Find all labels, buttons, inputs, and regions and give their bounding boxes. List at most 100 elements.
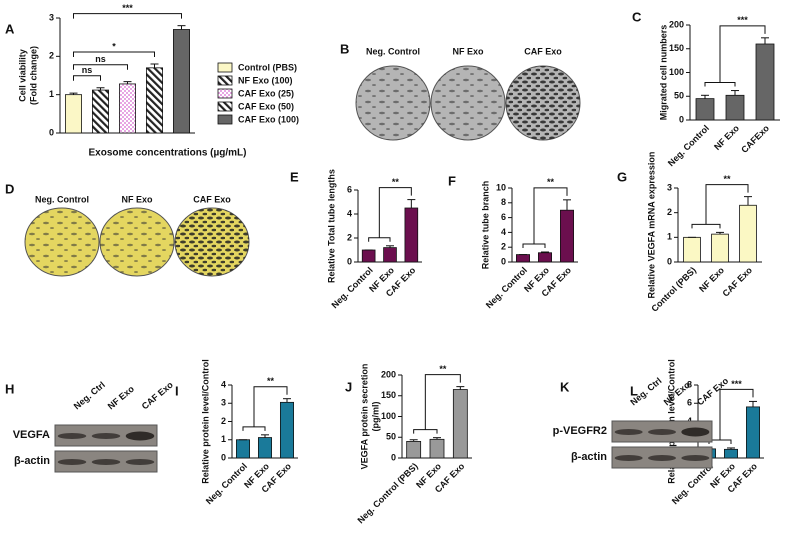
bar bbox=[119, 83, 137, 134]
well-label: NF Exo bbox=[452, 46, 484, 56]
y-tick-label: 0 bbox=[347, 256, 352, 266]
significance: ** bbox=[267, 376, 275, 386]
y-tick-label: 6 bbox=[687, 398, 692, 408]
panel-letter: F bbox=[448, 173, 456, 188]
y-tick-label: 6 bbox=[347, 184, 352, 194]
y-tick-label: 0 bbox=[501, 256, 506, 266]
significance: *** bbox=[731, 379, 742, 389]
bracket bbox=[704, 82, 736, 87]
significance: *** bbox=[122, 3, 133, 13]
x-tick-label: Neg. Control (PBS) bbox=[355, 461, 419, 525]
legend-label: CAF Exo (100) bbox=[238, 114, 299, 124]
y-axis-label: VEGFA protein secretion bbox=[359, 364, 369, 470]
lane-label: Neg. Ctrl bbox=[72, 380, 107, 412]
bar bbox=[739, 204, 757, 263]
y-tick-label: 3 bbox=[49, 12, 54, 22]
y-axis-label: (Fold change) bbox=[28, 46, 38, 105]
panel-letter: J bbox=[345, 379, 352, 394]
bar bbox=[695, 98, 715, 121]
y-tick-label: 150 bbox=[381, 390, 396, 400]
significance: ** bbox=[392, 177, 400, 187]
panel-letter: H bbox=[5, 381, 14, 396]
y-tick-label: 100 bbox=[669, 67, 684, 77]
blot-band bbox=[91, 433, 121, 439]
lane-label: CAF Exo bbox=[140, 379, 176, 411]
bracket bbox=[705, 184, 749, 225]
bar bbox=[683, 236, 701, 263]
y-tick-label: 0 bbox=[221, 452, 226, 462]
significance: ** bbox=[439, 364, 447, 374]
y-tick-label: 0 bbox=[667, 256, 672, 266]
bracket bbox=[253, 386, 288, 427]
blot-band bbox=[614, 455, 643, 461]
significance: ns bbox=[82, 65, 93, 75]
x-tick-label: NF Exo bbox=[712, 123, 741, 152]
y-tick-label: 0 bbox=[391, 452, 396, 462]
row-label: β-actin bbox=[14, 455, 50, 467]
well-cells bbox=[100, 208, 174, 276]
y-tick-label: 0 bbox=[679, 114, 684, 124]
bracket bbox=[424, 374, 461, 430]
bar bbox=[92, 89, 110, 134]
bracket bbox=[719, 25, 766, 83]
bracket bbox=[73, 75, 101, 81]
blot-band bbox=[91, 459, 121, 465]
well-cells bbox=[431, 66, 505, 140]
well-cells bbox=[175, 208, 249, 276]
panel-letter: A bbox=[5, 21, 15, 36]
bracket bbox=[533, 187, 568, 245]
y-tick-label: 10 bbox=[496, 182, 506, 192]
well-label: Neg. Control bbox=[35, 194, 89, 204]
significance: ** bbox=[547, 177, 555, 187]
y-axis-label: Relative VEGFA mRNA expression bbox=[646, 152, 656, 299]
y-tick-label: 4 bbox=[501, 227, 506, 237]
y-tick-label: 8 bbox=[687, 379, 692, 389]
lane-label: CAF Exo bbox=[695, 375, 731, 407]
y-axis-label: Relative tube branch bbox=[480, 181, 490, 270]
y-tick-label: 4 bbox=[347, 208, 352, 218]
bar bbox=[65, 94, 83, 134]
y-tick-label: 3 bbox=[667, 182, 672, 192]
bracket bbox=[242, 426, 266, 431]
panel-letter: G bbox=[617, 169, 627, 184]
bar bbox=[404, 207, 419, 263]
legend-swatch bbox=[217, 75, 233, 86]
blot-band bbox=[681, 427, 710, 437]
x-tick-label: Control (PBS) bbox=[649, 265, 698, 314]
bar bbox=[406, 440, 422, 459]
bracket bbox=[719, 388, 754, 440]
y-tick-label: 2 bbox=[667, 207, 672, 217]
well-cells bbox=[25, 208, 99, 276]
row-label: VEGFA bbox=[13, 429, 50, 441]
legend-swatch bbox=[217, 88, 233, 99]
y-tick-label: 1 bbox=[221, 434, 226, 444]
bracket bbox=[522, 243, 546, 249]
bracket bbox=[73, 13, 182, 19]
bar bbox=[538, 252, 553, 263]
panel-letter: I bbox=[175, 383, 179, 398]
panel-letter: E bbox=[290, 169, 299, 184]
bar bbox=[560, 209, 575, 263]
y-axis-label: Cell viability bbox=[17, 49, 27, 102]
y-tick-label: 1 bbox=[667, 232, 672, 242]
blot-band bbox=[125, 459, 155, 465]
bracket bbox=[378, 187, 412, 238]
x-axis-label: Exosome concentrations (µg/mL) bbox=[88, 148, 246, 159]
bar bbox=[361, 249, 376, 263]
bar bbox=[172, 29, 190, 134]
bar bbox=[429, 438, 445, 459]
row-label: β-actin bbox=[571, 451, 607, 463]
y-tick-label: 0 bbox=[49, 127, 54, 137]
legend-swatch bbox=[217, 62, 233, 73]
y-tick-label: 8 bbox=[501, 197, 506, 207]
legend-label: CAF Exo (50) bbox=[238, 101, 294, 111]
blot-band bbox=[648, 429, 676, 435]
bracket bbox=[73, 64, 128, 70]
blot-band bbox=[648, 455, 676, 461]
y-tick-label: 6 bbox=[501, 212, 506, 222]
y-tick-label: 50 bbox=[674, 91, 684, 101]
y-tick-label: 1 bbox=[49, 89, 54, 99]
y-axis-label: Relative Total tube lengths bbox=[326, 169, 336, 283]
x-tick-label: CAF Exo bbox=[720, 265, 754, 299]
x-tick-label: Neg. Control bbox=[666, 123, 711, 168]
